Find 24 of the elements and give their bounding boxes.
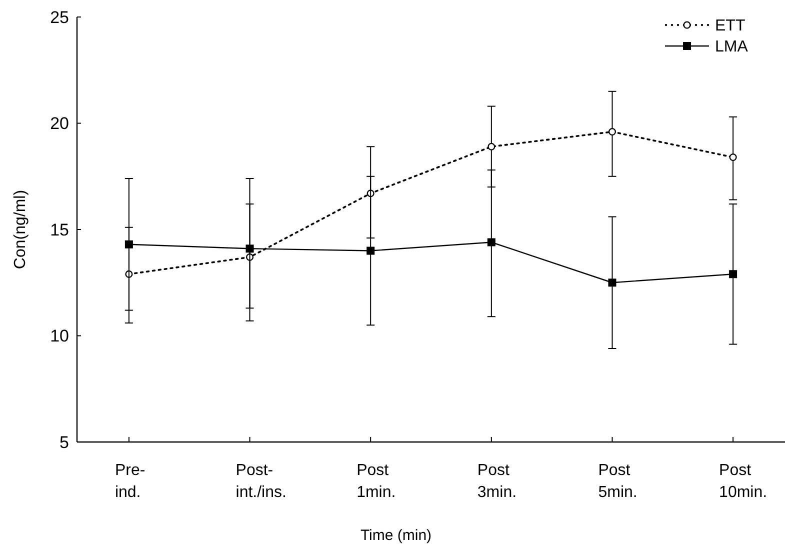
y-tick-label: 10 [50, 326, 69, 346]
point [608, 128, 616, 136]
y-tick-label: 25 [50, 8, 69, 27]
x-tick-label: Post 10min. [719, 462, 768, 501]
point [488, 142, 496, 150]
y-tick-label: 20 [50, 114, 69, 134]
legend-label: ETT [715, 18, 746, 35]
point [729, 270, 738, 278]
point [366, 246, 375, 255]
x-tick-label: Post 1min. [356, 462, 396, 501]
x-axis-title: Time (min) [360, 527, 432, 544]
point [246, 244, 254, 253]
legend-label: LMA [715, 38, 748, 56]
point [487, 238, 496, 246]
x-tick-label: Post 5min. [598, 462, 638, 501]
point [608, 278, 616, 287]
x-tick-label: Post- int./ins. [236, 462, 286, 501]
x-tick-label: Post 3min. [477, 462, 517, 501]
y-tick-label: 15 [50, 220, 69, 240]
y-axis-title: Con(ng/ml) [12, 190, 29, 270]
point [124, 240, 133, 248]
point [729, 153, 737, 162]
x-tick-label: Pre- ind. [114, 462, 146, 501]
y-tick-label: 5 [60, 432, 69, 452]
